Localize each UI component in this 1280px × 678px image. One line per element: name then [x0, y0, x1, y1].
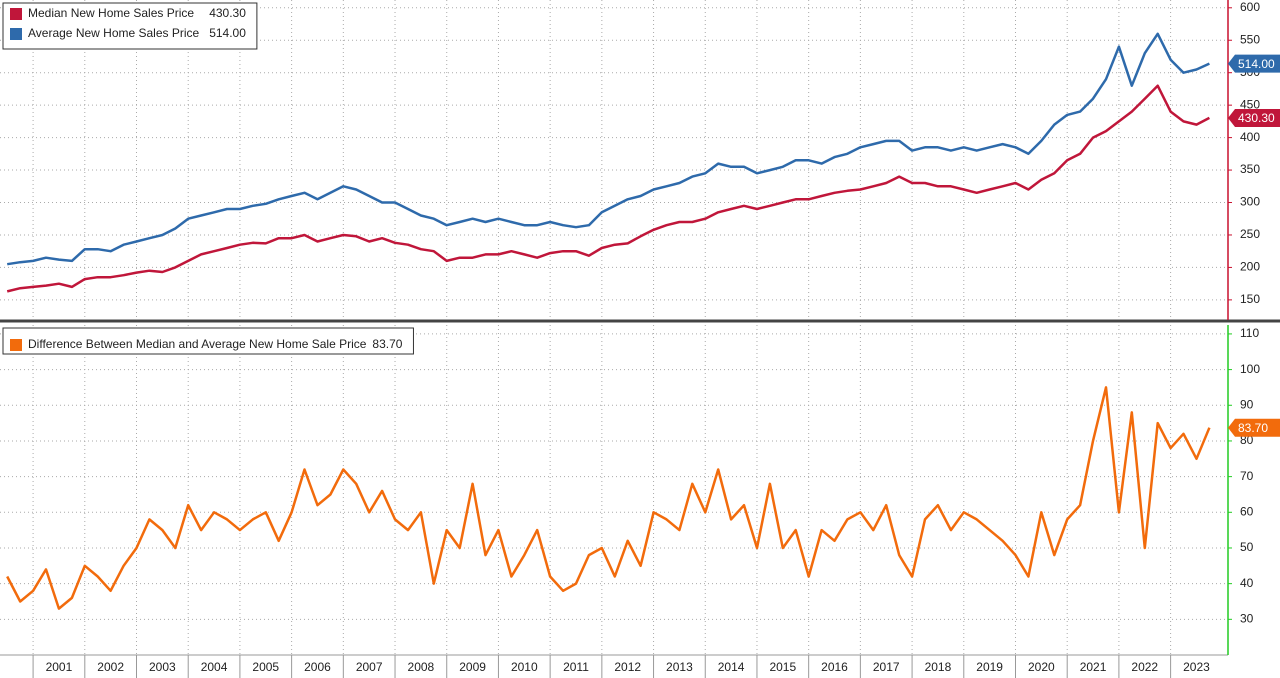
last-value-label: 83.70: [1238, 421, 1268, 435]
x-tick-label: 2001: [46, 660, 73, 674]
y-tick-label: 400: [1240, 130, 1260, 144]
y-tick-label: 200: [1240, 260, 1260, 274]
x-tick-label: 2012: [614, 660, 641, 674]
y-tick-label: 30: [1240, 611, 1254, 625]
x-tick-label: 2017: [873, 660, 900, 674]
legend-value: 430.30: [209, 6, 246, 20]
x-tick-label: 2018: [925, 660, 952, 674]
x-tick-label: 2019: [976, 660, 1003, 674]
y-tick-label: 150: [1240, 292, 1260, 306]
x-tick-label: 2008: [408, 660, 435, 674]
y-tick-label: 600: [1240, 0, 1260, 14]
y-tick-label: 250: [1240, 227, 1260, 241]
legend-value: 514.00: [209, 26, 246, 40]
legend-box: [2, 327, 414, 355]
x-tick-label: 2004: [201, 660, 228, 674]
last-value-label: 514.00: [1238, 57, 1275, 71]
x-tick-label: 2013: [666, 660, 693, 674]
lines: [6, 32, 1211, 610]
y-tick-label: 300: [1240, 195, 1260, 209]
y-tick-label: 50: [1240, 540, 1254, 554]
x-tick-label: 2011: [563, 660, 589, 674]
x-tick-label: 2010: [511, 660, 538, 674]
last-value-badge: [1228, 54, 1280, 73]
y-tick-label: 40: [1240, 576, 1254, 590]
x-tick-label: 2020: [1028, 660, 1055, 674]
y-tick-label: 70: [1240, 469, 1254, 483]
x-tick-label: 2023: [1183, 660, 1210, 674]
y-tick-label: 90: [1240, 397, 1254, 411]
x-tick-label: 2009: [459, 660, 486, 674]
legend-swatch: [10, 28, 22, 40]
legend-swatch: [10, 8, 22, 20]
y-tick-label: 550: [1240, 32, 1260, 46]
last-value-label: 430.30: [1238, 111, 1275, 125]
legend-value: 83.70: [372, 337, 402, 351]
y-tick-label: 450: [1240, 97, 1260, 111]
x-tick-label: 2016: [821, 660, 848, 674]
legend-swatch: [10, 339, 22, 351]
series-line: [7, 32, 1210, 266]
y-tick-label: 350: [1240, 162, 1260, 176]
x-tick-label: 2006: [304, 660, 331, 674]
legend-label: Average New Home Sales Price: [28, 26, 200, 40]
x-tick-label: 2007: [356, 660, 383, 674]
x-tick-label: 2005: [252, 660, 279, 674]
legend-label: Median New Home Sales Price: [28, 6, 194, 20]
legend-box: [2, 2, 258, 50]
x-tick-label: 2014: [718, 660, 745, 674]
y-tick-label: 110: [1240, 326, 1259, 340]
y-tick-label: 60: [1240, 504, 1254, 518]
last-value-badge: [1228, 108, 1280, 127]
x-tick-label: 2015: [769, 660, 796, 674]
grids: [0, 0, 1228, 655]
x-tick-label: 2003: [149, 660, 176, 674]
last-value-badge: [1228, 418, 1280, 437]
x-tick-label: 2021: [1080, 660, 1107, 674]
x-tick-label: 2022: [1131, 660, 1158, 674]
x-tick-label: 2002: [97, 660, 124, 674]
y-tick-label: 100: [1240, 362, 1260, 376]
series-line: [6, 386, 1211, 610]
legend-label: Difference Between Median and Average Ne…: [28, 337, 367, 351]
series-line: [6, 84, 1210, 293]
